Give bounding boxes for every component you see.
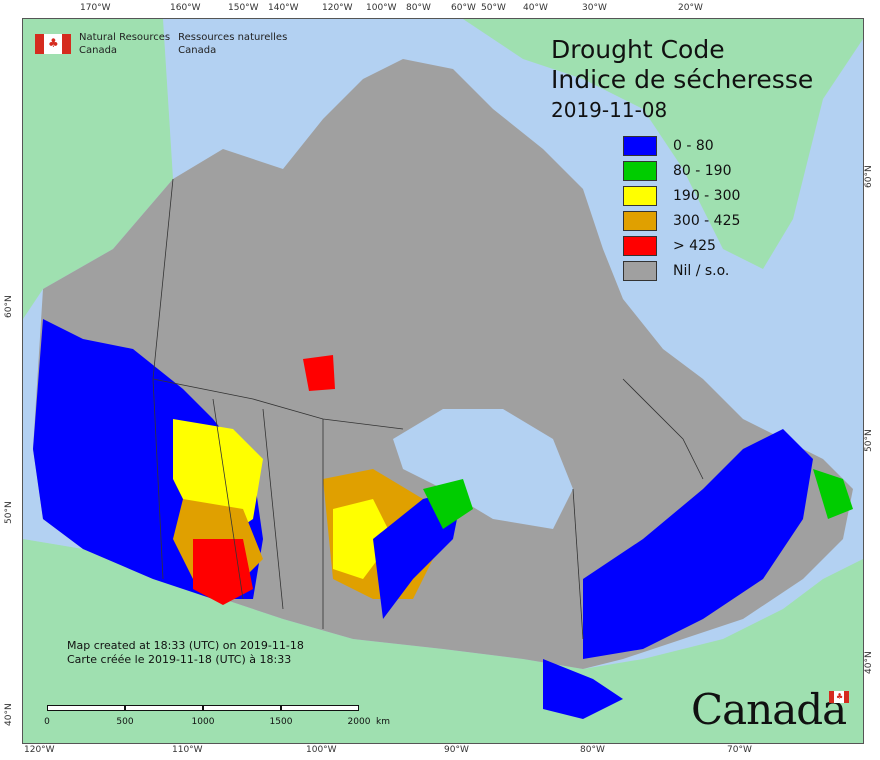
lon-label: 160°W: [170, 3, 201, 13]
scale-tick: 1000: [191, 717, 215, 727]
scale-segment: [47, 705, 125, 711]
scale-tick: 1500: [269, 717, 293, 727]
lat-label: 60°N: [864, 165, 874, 188]
map-title: Drought Code Indice de sécheresse 2019-1…: [551, 35, 813, 125]
scale-unit: km: [376, 717, 390, 727]
legend-item: > 425: [623, 233, 740, 258]
lon-label: 20°W: [678, 3, 703, 13]
province-border: [152, 378, 404, 430]
lon-label: 90°W: [444, 745, 469, 755]
dc-region-ontario-green: [423, 479, 473, 529]
legend-swatch: [623, 160, 657, 181]
legend-item: 0 - 80: [623, 133, 740, 158]
legend-label: Nil / s.o.: [673, 262, 730, 279]
dc-region-east-blue: [583, 429, 813, 659]
greenland-land: [463, 19, 863, 269]
bottom-longitude-labels: 120°W 110°W 100°W 90°W 80°W 70°W: [0, 742, 880, 760]
scale-bar: 0 500 1000 1500 2000 km: [44, 705, 390, 729]
credit-english: Map created at 18:33 (UTC) on 2019-11-18: [67, 639, 304, 652]
legend-swatch: [623, 185, 657, 206]
map-credits: Map created at 18:33 (UTC) on 2019-11-18…: [67, 639, 304, 667]
nrcan-french-line1: Ressources naturelles: [178, 32, 288, 43]
legend-item: 190 - 300: [623, 183, 740, 208]
lon-label: 60°W: [451, 3, 476, 13]
nrcan-english-line1: Natural Resources: [79, 32, 171, 43]
lon-label: 80°W: [406, 3, 431, 13]
scale-tick: 2000: [347, 717, 371, 727]
legend: 0 - 80 80 - 190 190 - 300 300 - 425 > 42…: [623, 133, 740, 283]
province-border: [262, 408, 284, 610]
scale-tick: 500: [116, 717, 134, 727]
scale-tick: 0: [44, 717, 50, 727]
legend-label: 0 - 80: [673, 137, 714, 154]
left-latitude-labels: 60°N 50°N 40°N: [0, 18, 22, 742]
lat-label: 60°N: [4, 295, 14, 318]
legend-swatch: [623, 260, 657, 281]
hudson-bay: [393, 409, 573, 529]
usa-land: [23, 539, 863, 743]
lon-label: 120°W: [24, 745, 55, 755]
province-border: [152, 178, 174, 380]
dc-region-east-green: [813, 469, 853, 519]
map-frame: ♣ Natural Resources Canada Ressources na…: [22, 18, 864, 744]
province-border: [622, 378, 704, 480]
canada-flag-icon: ♣: [35, 34, 71, 54]
legend-item: Nil / s.o.: [623, 258, 740, 283]
lon-label: 120°W: [322, 3, 353, 13]
legend-swatch: [623, 210, 657, 231]
lon-label: 30°W: [582, 3, 607, 13]
province-border: [152, 378, 164, 580]
scale-segment: [203, 705, 281, 711]
province-border: [572, 488, 584, 640]
map-date: 2019-11-08: [551, 98, 668, 122]
map-canvas: [23, 19, 863, 743]
lon-label: 100°W: [306, 745, 337, 755]
credit-french: Carte créée le 2019-11-18 (UTC) à 18:33: [67, 653, 292, 666]
canada-wordmark: Canada: [691, 685, 847, 734]
lon-label: 100°W: [366, 3, 397, 13]
dc-region-nwt-red: [303, 355, 335, 391]
legend-label: 80 - 190: [673, 162, 732, 179]
province-border: [212, 398, 244, 600]
title-french: Indice de sécheresse: [551, 65, 814, 94]
lon-label: 40°W: [523, 3, 548, 13]
legend-swatch: [623, 235, 657, 256]
lat-label: 40°N: [864, 651, 874, 674]
dc-region-south-ontario-blue: [543, 659, 623, 719]
lat-label: 50°N: [864, 429, 874, 452]
lon-label: 150°W: [228, 3, 259, 13]
nrcan-english: Natural Resources Canada: [79, 31, 170, 57]
lon-label: 80°W: [580, 745, 605, 755]
nrcan-french: Ressources naturelles Canada: [178, 31, 287, 57]
nrcan-english-line2: Canada: [79, 45, 118, 56]
legend-label: > 425: [673, 237, 716, 254]
wordmark-flag-icon: ♣: [829, 691, 849, 703]
legend-swatch: [623, 135, 657, 156]
alaska-land: [23, 19, 173, 319]
lon-label: 110°W: [172, 745, 203, 755]
title-english: Drought Code: [551, 35, 725, 64]
lon-label: 70°W: [727, 745, 752, 755]
lon-label: 140°W: [268, 3, 299, 13]
legend-item: 300 - 425: [623, 208, 740, 233]
legend-item: 80 - 190: [623, 158, 740, 183]
lon-label: 170°W: [80, 3, 111, 13]
dc-region-prairie-red: [193, 539, 253, 605]
legend-label: 300 - 425: [673, 212, 741, 229]
lat-label: 40°N: [4, 703, 14, 726]
nrcan-french-line2: Canada: [178, 45, 217, 56]
lon-label: 50°W: [481, 3, 506, 13]
top-longitude-labels: 170°W 160°W 150°W 140°W 120°W 100°W 80°W…: [0, 0, 880, 18]
legend-label: 190 - 300: [673, 187, 741, 204]
scale-segment: [281, 705, 359, 711]
lat-label: 50°N: [4, 501, 14, 524]
nrcan-logo: ♣ Natural Resources Canada Ressources na…: [35, 31, 287, 57]
scale-segment: [125, 705, 203, 711]
